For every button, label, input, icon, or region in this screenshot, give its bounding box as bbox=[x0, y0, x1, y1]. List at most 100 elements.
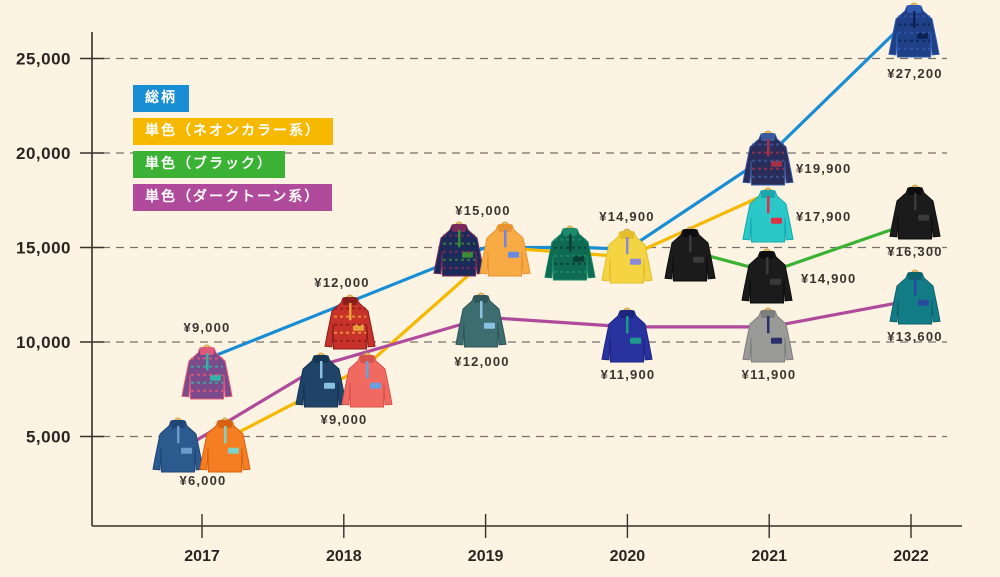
price-label: ¥12,000 bbox=[454, 354, 509, 369]
jacket-collar bbox=[761, 190, 775, 198]
jacket-pocket bbox=[484, 322, 495, 329]
jacket-pocket bbox=[228, 447, 239, 454]
x-tick-label: 2019 bbox=[468, 548, 504, 565]
axes: 5,000 10,000 15,000 20,000 25,000 2017 2018 201… bbox=[16, 32, 962, 565]
price-label: ¥13,600 bbox=[887, 329, 942, 344]
jacket-placket bbox=[626, 237, 629, 255]
x-tick-label: 2017 bbox=[184, 548, 220, 565]
legend-item-neon: 単色（ネオンカラー系） bbox=[133, 118, 333, 145]
jacket-body bbox=[889, 272, 941, 325]
jacket-placket bbox=[569, 234, 572, 252]
jacket-placket bbox=[914, 193, 917, 211]
jacket-light-orange bbox=[479, 221, 531, 277]
jacket-collar bbox=[360, 355, 374, 363]
jacket-placket bbox=[224, 426, 227, 444]
jacket-placket bbox=[320, 361, 323, 379]
jacket-placket bbox=[914, 278, 917, 296]
legend-item-black: 単色（ブラック） bbox=[133, 151, 285, 178]
jacket-pocket bbox=[693, 256, 704, 263]
jacket-black bbox=[664, 226, 716, 282]
jacket-images bbox=[152, 2, 941, 473]
jacket-pocket bbox=[353, 324, 364, 331]
jacket-placket bbox=[767, 196, 770, 214]
jacket-pocket bbox=[210, 374, 221, 381]
y-tick-label: 25,000 bbox=[16, 50, 71, 69]
jacket-placket bbox=[480, 301, 483, 319]
jacket-placket bbox=[767, 139, 770, 157]
jacket-pocket bbox=[771, 217, 782, 224]
jacket-pocket bbox=[573, 255, 584, 262]
price-label: ¥11,900 bbox=[742, 367, 797, 382]
price-label: ¥16,300 bbox=[887, 244, 942, 259]
jacket-body bbox=[199, 420, 251, 473]
price-label: ¥14,900 bbox=[801, 271, 856, 286]
jacket-pocket bbox=[370, 382, 381, 389]
jacket-multicolor-stripe bbox=[181, 344, 233, 400]
x-tick-label: 2020 bbox=[610, 548, 646, 565]
jacket-pocket bbox=[770, 278, 781, 285]
jacket-collar bbox=[907, 5, 921, 13]
jacket-pocket bbox=[462, 251, 473, 258]
jacket-pocket bbox=[508, 251, 519, 258]
jacket-pocket bbox=[918, 299, 929, 306]
jacket-collar bbox=[474, 295, 488, 303]
jacket-body bbox=[742, 310, 794, 363]
jacket-placket bbox=[766, 257, 769, 275]
jacket-collar bbox=[343, 297, 357, 305]
jacket-pocket bbox=[181, 447, 192, 454]
price-labels: ¥9,000 ¥12,000 ¥15,000 ¥14,900 ¥19,900 ¥27,20… bbox=[180, 66, 942, 488]
jacket-body bbox=[664, 229, 716, 282]
jacket-collar bbox=[761, 310, 775, 318]
jacket-pocket bbox=[771, 337, 782, 344]
jacket-body bbox=[601, 231, 653, 284]
jacket-pocket bbox=[918, 214, 929, 221]
price-label: ¥19,900 bbox=[796, 161, 851, 176]
jacket-collar bbox=[908, 272, 922, 280]
jacket-teal bbox=[889, 269, 941, 325]
jacket-body bbox=[341, 355, 393, 408]
series-line bbox=[179, 298, 912, 452]
jacket-gray bbox=[742, 307, 794, 363]
y-tick-label: 20,000 bbox=[16, 144, 71, 163]
jacket-pocket bbox=[630, 258, 641, 265]
jacket-placket bbox=[458, 230, 461, 248]
jacket-placket bbox=[366, 361, 369, 379]
jacket-collar bbox=[683, 229, 697, 237]
jacket-placket bbox=[767, 316, 770, 334]
jacket-navy-red-pattern bbox=[742, 130, 794, 186]
jacket-red-pattern bbox=[324, 294, 376, 350]
jacket-collar bbox=[171, 420, 185, 428]
jacket-slate-teal bbox=[455, 292, 507, 348]
jacket-collar bbox=[760, 251, 774, 259]
series-lines bbox=[179, 15, 913, 452]
jacket-collar bbox=[761, 133, 775, 141]
jacket-pocket bbox=[917, 32, 928, 39]
jacket-collar bbox=[314, 355, 328, 363]
jacket-body bbox=[742, 190, 794, 243]
jacket-collar bbox=[563, 228, 577, 236]
jacket-navy bbox=[295, 352, 347, 408]
jacket-body bbox=[889, 187, 941, 240]
jacket-placket bbox=[349, 303, 352, 321]
price-label: ¥27,200 bbox=[887, 66, 942, 81]
x-tick-label: 2021 bbox=[751, 548, 787, 565]
jacket-salmon bbox=[341, 352, 393, 408]
jacket-placket bbox=[913, 11, 916, 29]
jacket-placket bbox=[206, 353, 209, 371]
jacket-body bbox=[455, 295, 507, 348]
jacket-blue-pattern bbox=[888, 2, 940, 58]
jacket-body bbox=[295, 355, 347, 408]
jacket-placket bbox=[504, 230, 507, 248]
price-label: ¥17,900 bbox=[796, 209, 851, 224]
jacket-pocket bbox=[324, 382, 335, 389]
jacket-pocket bbox=[630, 337, 641, 344]
jacket-pocket bbox=[771, 160, 782, 167]
jacket-placket bbox=[626, 316, 629, 334]
price-label: ¥11,900 bbox=[601, 367, 656, 382]
legend: 総柄 単色（ネオンカラー系） 単色（ブラック） 単色（ダークトーン系） bbox=[133, 85, 333, 217]
jacket-body bbox=[152, 420, 204, 473]
legend-item-dark: 単色（ダークトーン系） bbox=[133, 184, 333, 211]
x-tick-label: 2022 bbox=[893, 548, 929, 565]
jacket-denim-blue bbox=[152, 417, 204, 473]
